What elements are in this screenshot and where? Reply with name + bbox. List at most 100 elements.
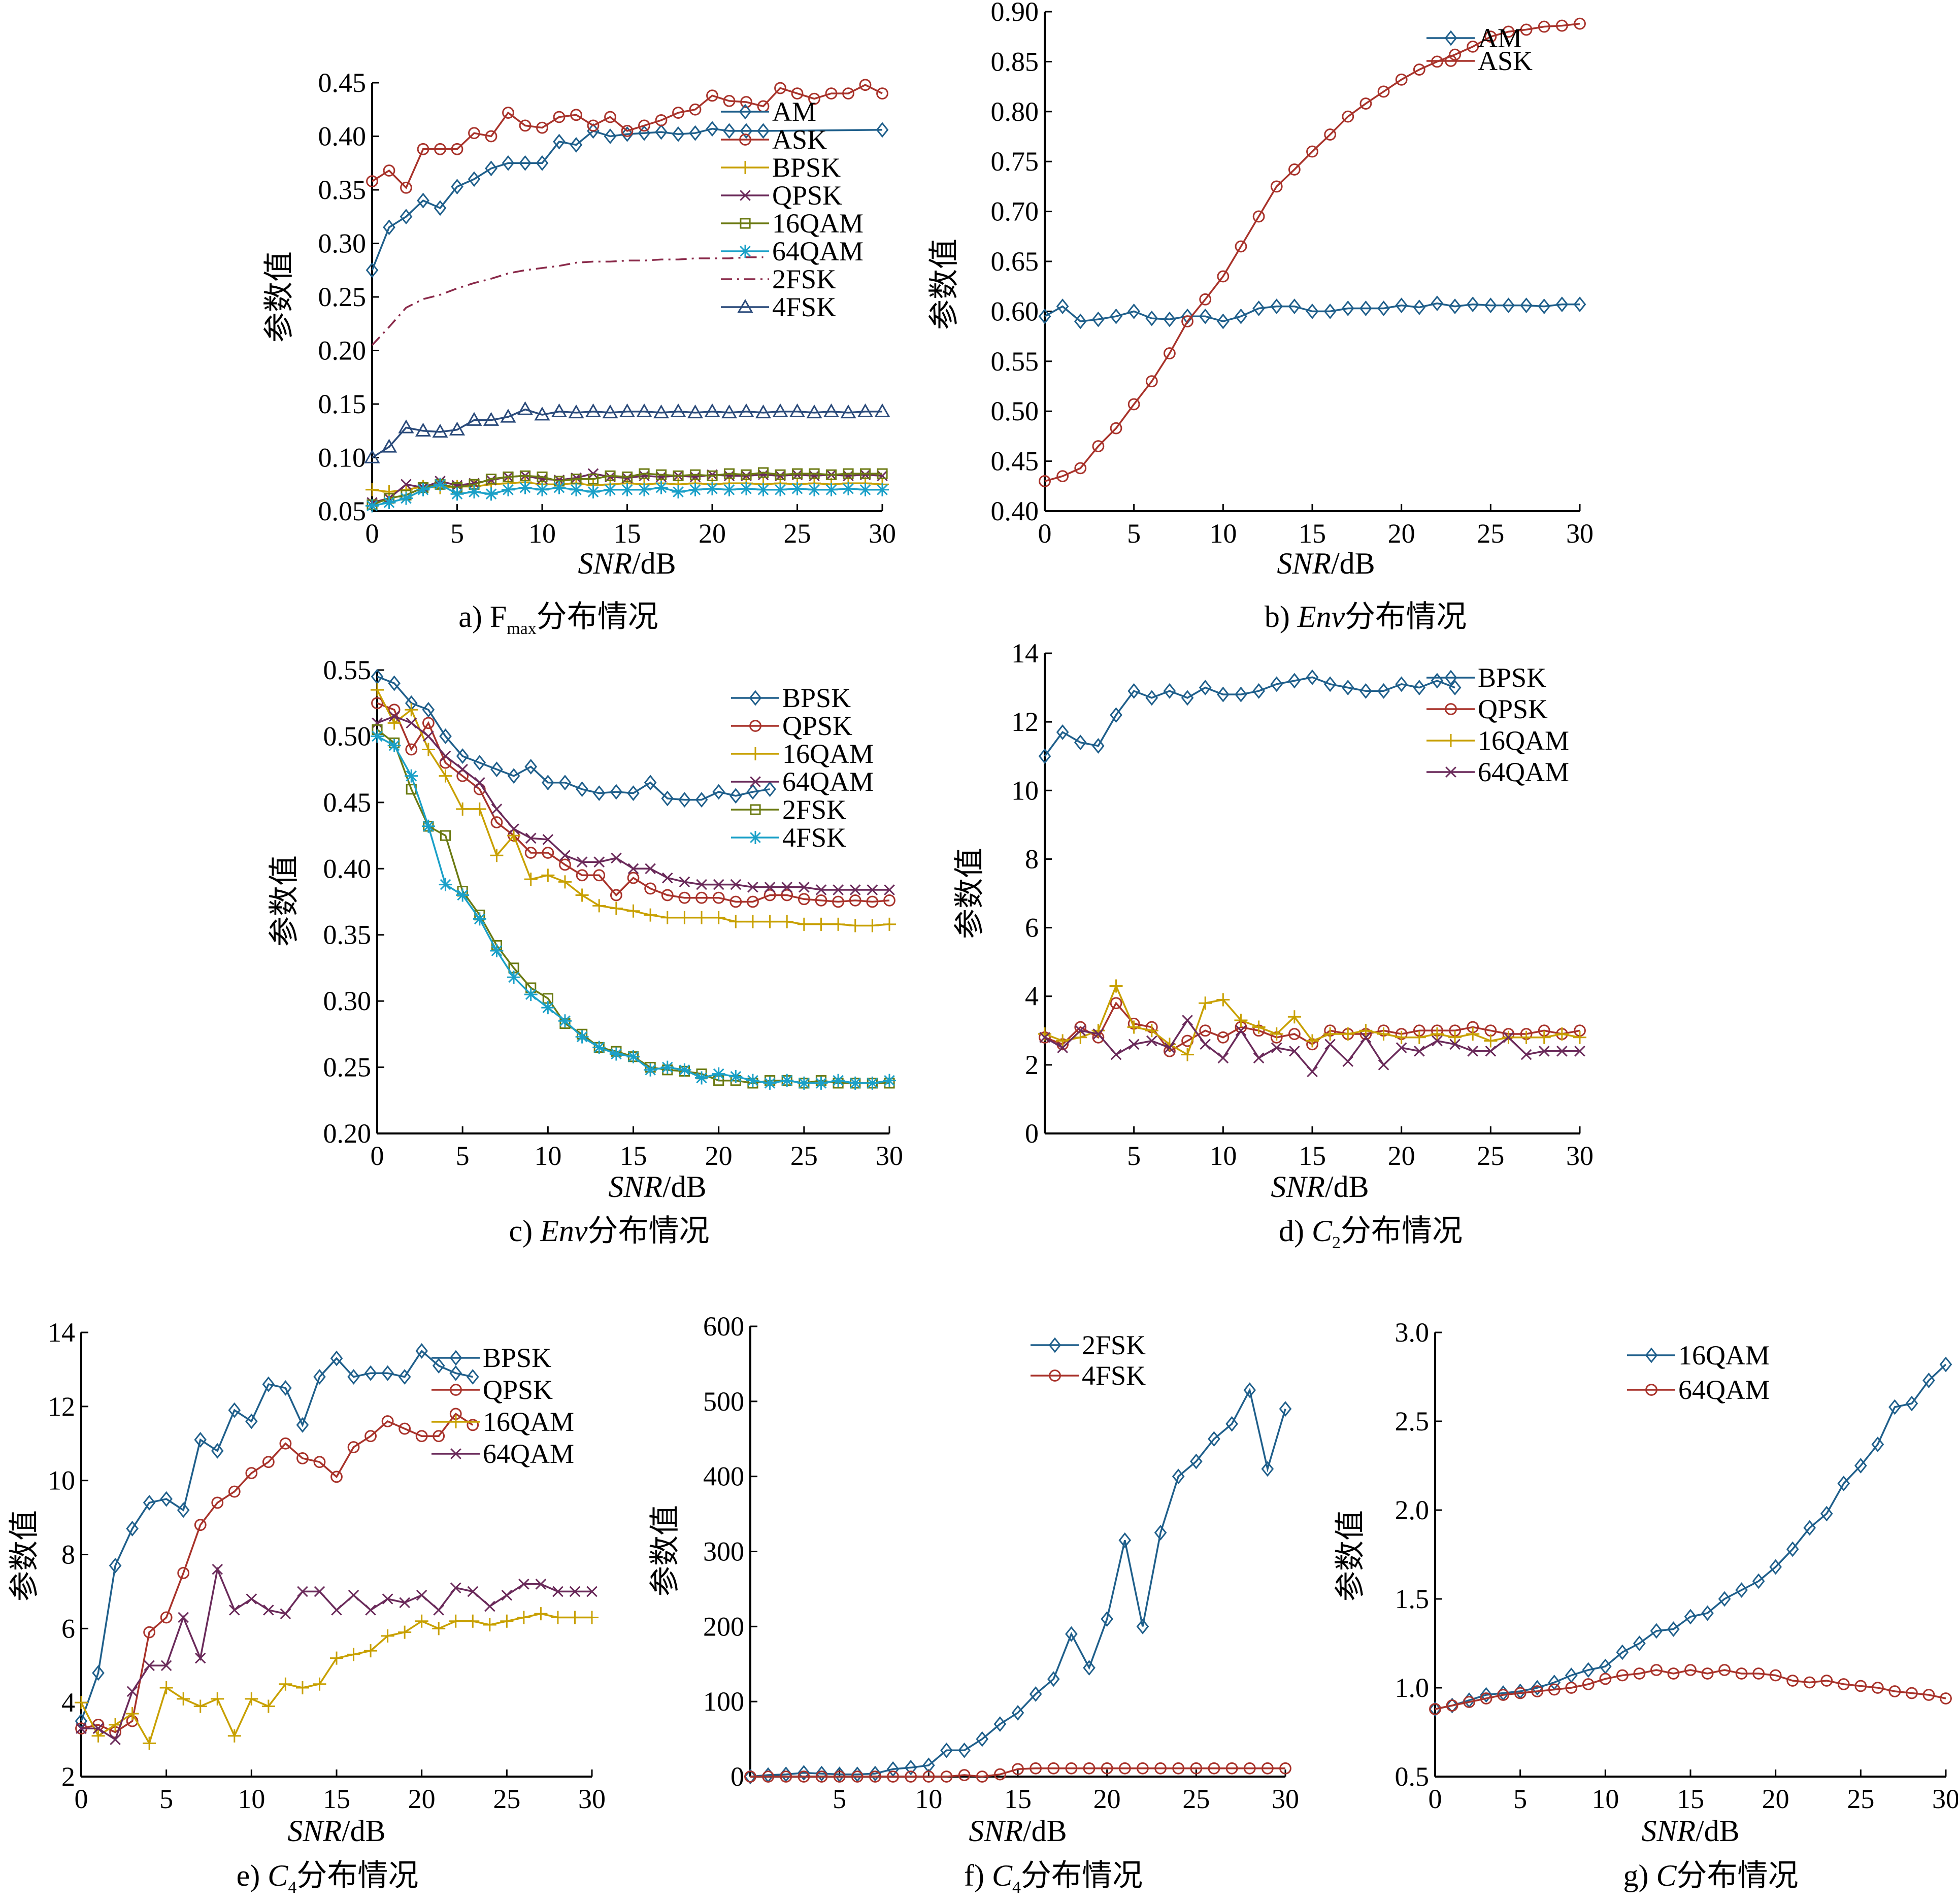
data-point (797, 917, 811, 931)
data-point (592, 899, 606, 913)
x-axis-label: SNR/dB (287, 1814, 385, 1848)
data-point (1413, 63, 1425, 76)
chart-caption: e) C4分布情况 (237, 1859, 419, 1897)
data-point (808, 92, 820, 105)
data-point (542, 775, 554, 791)
data-point (1306, 303, 1319, 319)
data-point (1467, 1046, 1479, 1057)
data-point (559, 858, 571, 871)
data-point (313, 1369, 326, 1385)
data-point (1466, 296, 1479, 313)
data-point (823, 403, 840, 418)
legend-label: 16QAM (782, 739, 874, 769)
data-point (1127, 1020, 1141, 1034)
data-point (381, 1365, 394, 1381)
data-point (422, 717, 435, 729)
legend-marker (1049, 1369, 1061, 1382)
data-point (1484, 1034, 1498, 1048)
data-point (670, 403, 686, 418)
data-point (245, 1413, 258, 1429)
data-point (672, 107, 684, 119)
y-tick-label: 0.20 (323, 1118, 372, 1149)
data-point (1922, 1373, 1935, 1388)
data-point (774, 82, 786, 94)
data-point (279, 1677, 292, 1691)
data-point (1074, 734, 1087, 751)
data-point (1342, 110, 1354, 123)
data-point (695, 1071, 709, 1085)
data-point (568, 1611, 582, 1624)
data-point (806, 404, 822, 419)
legend-label: QPSK (483, 1375, 553, 1405)
legend-marker (740, 218, 751, 229)
y-tick-label: 6 (61, 1613, 75, 1644)
x-tick-label: 30 (1272, 1784, 1299, 1814)
data-point (383, 164, 395, 177)
legend-label: QPSK (782, 711, 852, 741)
data-point (857, 403, 874, 418)
data-point (1190, 1453, 1203, 1469)
data-point (483, 1618, 496, 1632)
data-point (877, 470, 888, 482)
data-point (483, 412, 500, 426)
data-point (592, 1041, 606, 1054)
data-point (451, 179, 463, 195)
y-tick-label: 1.0 (1395, 1673, 1430, 1703)
data-point (1038, 308, 1051, 324)
data-point (466, 412, 482, 426)
data-point (1359, 97, 1372, 110)
data-point (1252, 210, 1265, 223)
data-point (621, 125, 634, 137)
data-point (1735, 1582, 1748, 1598)
data-point (416, 1589, 427, 1601)
x-tick-label: 10 (1209, 518, 1237, 549)
data-point (741, 469, 752, 480)
y-axis-label: 参数值 (8, 1510, 41, 1601)
x-tick-label: 30 (578, 1784, 606, 1814)
x-tick-label: 25 (1477, 518, 1504, 549)
x-tick-label: 25 (1477, 1141, 1504, 1171)
data-point (723, 123, 736, 139)
data-point (558, 775, 572, 791)
data-point (1252, 683, 1265, 699)
data-point (713, 879, 724, 890)
data-point (1199, 996, 1212, 1010)
data-point (1463, 1696, 1475, 1708)
data-point (212, 1563, 223, 1575)
data-point (387, 716, 401, 730)
series-line (81, 1413, 474, 1733)
data-point (406, 717, 417, 729)
series-2FSK (744, 1382, 1292, 1785)
data-point (712, 891, 725, 904)
data-point (746, 1074, 759, 1087)
data-point (178, 1612, 189, 1623)
legend-marker (450, 1448, 461, 1459)
data-point (626, 1050, 640, 1063)
data-point (1074, 313, 1087, 329)
data-point (815, 1765, 828, 1782)
data-point (1480, 1687, 1492, 1703)
data-point (867, 884, 878, 895)
data-point (1502, 297, 1515, 313)
legend-label: BPSK (782, 683, 851, 713)
data-point (456, 888, 470, 902)
data-point (610, 889, 622, 901)
data-point (473, 802, 486, 816)
data-point (1701, 1605, 1714, 1621)
legend-marker (450, 1384, 462, 1396)
series-BPSK (371, 669, 776, 808)
data-point (553, 111, 566, 123)
y-tick-label: 0.45 (318, 68, 367, 98)
data-point (535, 1579, 547, 1590)
data-point (1118, 1762, 1131, 1775)
data-point (1083, 1762, 1096, 1775)
legend-marker (1445, 55, 1457, 67)
data-point (1270, 298, 1283, 314)
data-point (1279, 1762, 1291, 1775)
data-point (534, 407, 550, 421)
data-point (524, 759, 538, 775)
y-tick-label: 0 (731, 1761, 744, 1792)
data-point (1324, 128, 1337, 141)
data-point (655, 114, 668, 126)
legend-marker (1645, 1384, 1657, 1396)
